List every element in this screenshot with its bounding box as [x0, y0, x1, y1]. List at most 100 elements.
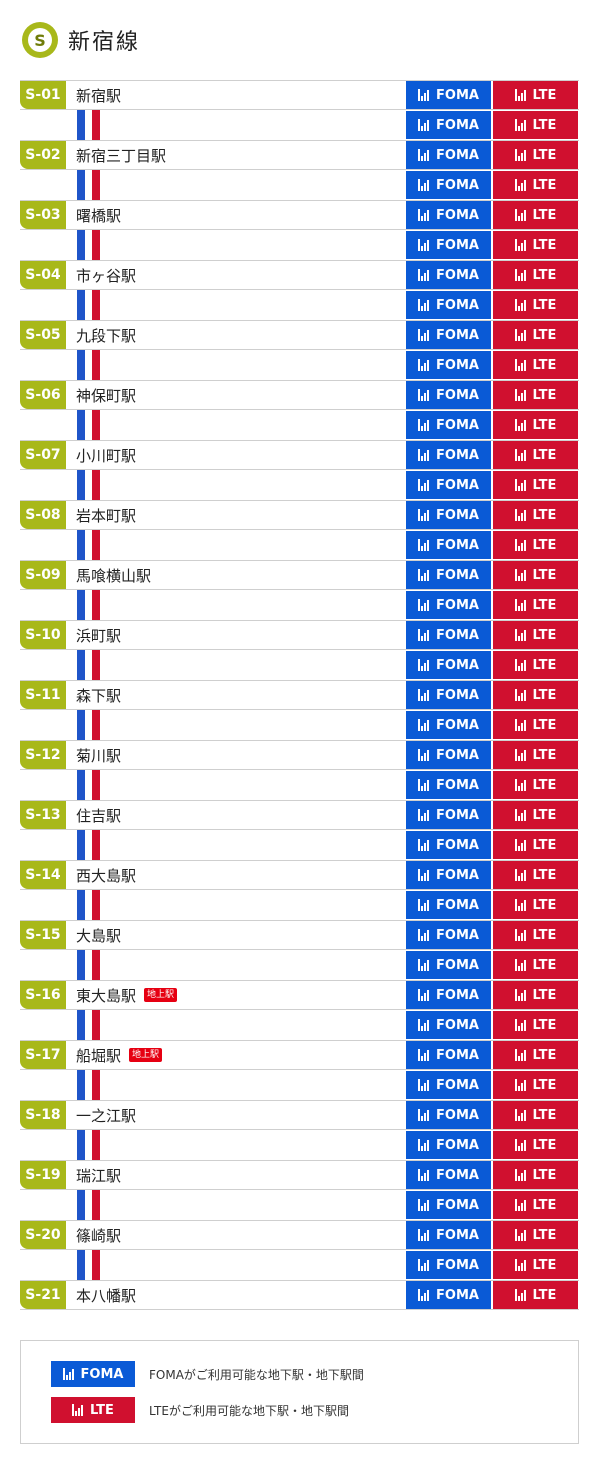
- line-letter: S: [28, 28, 52, 52]
- lte-label: LTE: [532, 297, 557, 313]
- lte-track: [92, 290, 100, 320]
- signal-icon: [514, 209, 527, 221]
- foma-badge: FOMA: [406, 621, 491, 649]
- lte-label: LTE: [532, 1017, 557, 1033]
- lte-track: [92, 770, 100, 800]
- coverage-badges: FOMA LTE: [406, 981, 578, 1009]
- lte-label: LTE: [532, 207, 557, 223]
- track-icon: [77, 890, 100, 920]
- station-code: S-12: [20, 741, 66, 769]
- legend-lte-badge: LTE: [51, 1397, 135, 1423]
- between-stations-row: FOMA LTE: [20, 470, 579, 500]
- lte-track: [92, 1070, 100, 1100]
- foma-label: FOMA: [436, 1167, 479, 1183]
- between-stations-row: FOMA LTE: [20, 1250, 579, 1280]
- foma-label: FOMA: [436, 987, 479, 1003]
- signal-icon: [418, 89, 430, 101]
- lte-label: LTE: [532, 1287, 557, 1303]
- station-row: S-08 岩本町駅 FOMA LTE: [20, 500, 579, 530]
- between-stations-row: FOMA LTE: [20, 410, 579, 440]
- station-code: S-19: [20, 1161, 66, 1189]
- foma-label: FOMA: [436, 87, 479, 103]
- lte-label: LTE: [532, 777, 557, 793]
- foma-badge: FOMA: [406, 111, 491, 139]
- station-row: S-16 東大島駅 地上駅 FOMA LTE: [20, 980, 579, 1010]
- station-row: S-06 神保町駅 FOMA LTE: [20, 380, 579, 410]
- signal-icon: [72, 1404, 84, 1416]
- signal-icon: [418, 179, 430, 191]
- station-name: 神保町駅: [76, 386, 137, 405]
- station-code: S-09: [20, 561, 66, 589]
- station-code: S-11: [20, 681, 66, 709]
- coverage-badges: FOMA LTE: [406, 441, 578, 469]
- foma-label: FOMA: [436, 927, 479, 943]
- station-name-wrap: 船堀駅 地上駅: [76, 1041, 163, 1069]
- legend-foma-badge: FOMA: [51, 1361, 135, 1387]
- lte-badge: LTE: [493, 471, 578, 499]
- signal-icon: [418, 659, 430, 671]
- foma-label: FOMA: [436, 117, 479, 133]
- station-name-wrap: 瑞江駅: [76, 1161, 121, 1189]
- lte-track: [92, 410, 100, 440]
- foma-badge: FOMA: [406, 1041, 491, 1069]
- station-name-wrap: 菊川駅: [76, 741, 121, 769]
- coverage-badges: FOMA LTE: [406, 411, 578, 439]
- between-stations-row: FOMA LTE: [20, 1070, 579, 1100]
- signal-icon: [514, 719, 527, 731]
- between-stations-row: FOMA LTE: [20, 710, 579, 740]
- foma-badge: FOMA: [406, 381, 491, 409]
- lte-badge: LTE: [493, 1071, 578, 1099]
- station-row: S-02 新宿三丁目駅 FOMA LTE: [20, 140, 579, 170]
- foma-badge: FOMA: [406, 141, 491, 169]
- foma-label: FOMA: [436, 1257, 479, 1273]
- signal-icon: [418, 1229, 430, 1241]
- station-row: S-10 浜町駅 FOMA LTE: [20, 620, 579, 650]
- foma-track: [77, 1190, 85, 1220]
- lte-badge: LTE: [493, 681, 578, 709]
- lte-label: LTE: [532, 927, 557, 943]
- signal-icon: [514, 569, 527, 581]
- station-name: 本八幡駅: [76, 1286, 137, 1305]
- station-name-wrap: 市ヶ谷駅: [76, 261, 136, 289]
- foma-badge: FOMA: [406, 681, 491, 709]
- station-row: S-09 馬喰横山駅 FOMA LTE: [20, 560, 579, 590]
- station-code: S-18: [20, 1101, 66, 1129]
- between-stations-row: FOMA LTE: [20, 1010, 579, 1040]
- foma-badge: FOMA: [406, 861, 491, 889]
- lte-badge: LTE: [493, 81, 578, 109]
- lte-badge: LTE: [493, 1041, 578, 1069]
- between-stations-row: FOMA LTE: [20, 950, 579, 980]
- foma-badge: FOMA: [406, 501, 491, 529]
- foma-track: [77, 530, 85, 560]
- station-row: S-20 篠崎駅 FOMA LTE: [20, 1220, 579, 1250]
- station-name-wrap: 神保町駅: [76, 381, 136, 409]
- coverage-badges: FOMA LTE: [406, 651, 578, 679]
- signal-icon: [418, 269, 430, 281]
- signal-icon: [514, 539, 527, 551]
- signal-icon: [418, 119, 430, 131]
- foma-track: [77, 470, 85, 500]
- station-code: S-17: [20, 1041, 66, 1069]
- lte-label: LTE: [532, 867, 557, 883]
- signal-icon: [514, 1139, 527, 1151]
- signal-icon: [514, 419, 527, 431]
- station-code: S-15: [20, 921, 66, 949]
- signal-icon: [418, 629, 430, 641]
- foma-track: [77, 590, 85, 620]
- lte-label: LTE: [532, 417, 557, 433]
- station-row: S-13 住吉駅 FOMA LTE: [20, 800, 579, 830]
- station-code: S-16: [20, 981, 66, 1009]
- legend: FOMA FOMAがご利用可能な地下駅・地下駅間 LTE LTEがご利用可能な地…: [20, 1340, 579, 1444]
- ground-station-badge: 地上駅: [129, 1048, 163, 1062]
- lte-badge: LTE: [493, 981, 578, 1009]
- coverage-badges: FOMA LTE: [406, 321, 578, 349]
- lte-badge: LTE: [493, 1161, 578, 1189]
- foma-track: [77, 410, 85, 440]
- foma-badge: FOMA: [406, 171, 491, 199]
- lte-label: LTE: [532, 1047, 557, 1063]
- lte-label: LTE: [532, 237, 557, 253]
- lte-track: [92, 830, 100, 860]
- signal-icon: [418, 329, 430, 341]
- signal-icon: [514, 599, 527, 611]
- station-name: 菊川駅: [76, 746, 122, 765]
